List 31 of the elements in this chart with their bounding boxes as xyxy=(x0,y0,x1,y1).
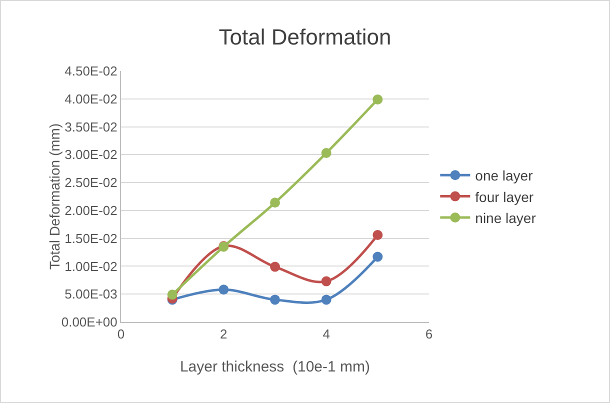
y-tick-label: 3.00E-02 xyxy=(64,147,118,162)
point xyxy=(167,290,178,300)
y-tick-label: 2.00E-02 xyxy=(64,202,118,218)
point xyxy=(372,252,383,262)
y-tick-label: 0.00E+00 xyxy=(61,314,118,330)
point xyxy=(321,276,332,286)
point xyxy=(372,230,383,240)
y-tick-label: 4.50E-02 xyxy=(64,64,118,79)
point xyxy=(270,294,280,305)
y-tick-label: 1.00E-02 xyxy=(64,258,118,274)
chart-title: Total Deformation xyxy=(218,24,392,50)
legend-label: nine layer xyxy=(475,210,536,226)
x-tick-label: 0 xyxy=(117,326,125,342)
point xyxy=(321,294,332,305)
y-axis-title: Total Deformation (mm) xyxy=(46,123,63,270)
y-tick-label: 3.50E-02 xyxy=(64,119,118,134)
legend-label: one layer xyxy=(475,168,534,184)
legend-label: four layer xyxy=(475,188,534,205)
point xyxy=(218,284,229,295)
point xyxy=(372,94,383,104)
y-tick-label: 5.00E-03 xyxy=(64,286,118,302)
y-tick-label: 1.50E-02 xyxy=(64,230,118,246)
y-tick-label: 2.50E-02 xyxy=(64,175,118,190)
point xyxy=(270,262,280,272)
point xyxy=(270,198,280,208)
y-tick-label: 4.00E-02 xyxy=(64,91,118,106)
point xyxy=(321,148,332,158)
x-axis-title: Layer thickness (10e-1 mm) xyxy=(180,358,370,376)
x-tick-label: 6 xyxy=(425,326,433,342)
x-tick-label: 2 xyxy=(220,326,228,342)
x-tick-label: 4 xyxy=(322,326,330,342)
